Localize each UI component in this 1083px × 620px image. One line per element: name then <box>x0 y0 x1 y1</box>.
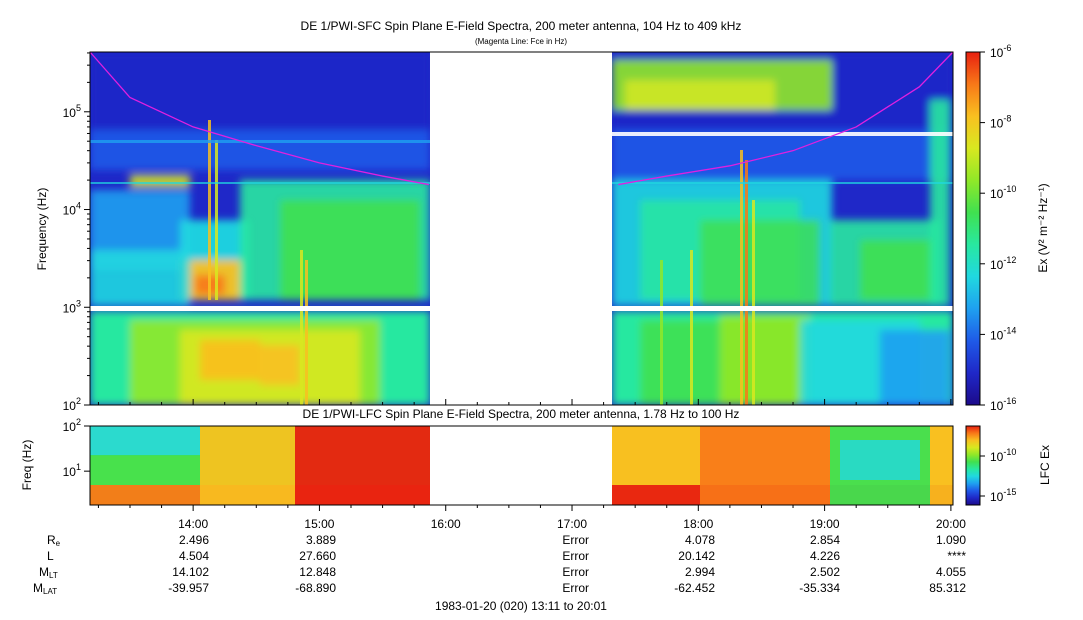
sfc-colorbar-gradient <box>966 52 980 405</box>
ephemeris-cell: Error <box>562 549 589 563</box>
lfc-colorbar-ticks: 10-10 10-15 <box>980 447 1016 504</box>
time-tick-label: 14:00 <box>178 517 209 531</box>
lfc-colorbar-frame <box>965 425 981 506</box>
sfc-band-boundary <box>90 306 953 311</box>
ephemeris-row-label: MLT <box>39 565 58 580</box>
ephemeris-cell: -35.334 <box>799 581 840 595</box>
ephemeris-cell: 2.496 <box>178 533 209 547</box>
sfc-plot-frame <box>89 51 954 406</box>
time-tick-label: 18:00 <box>683 517 714 531</box>
ephemeris-cell: 4.226 <box>809 549 840 563</box>
sfc-y-tick-label: 105 <box>63 103 81 120</box>
sfc-plot: 105 104 103 102 <box>63 51 954 413</box>
ephemeris-cell: Error <box>562 533 589 547</box>
ephemeris-cell: 12.848 <box>299 565 336 579</box>
sfc-y-ticks: 105 104 103 102 <box>63 52 90 413</box>
time-tick-label: 17:00 <box>557 517 588 531</box>
lfc-spectral-intensity <box>90 426 953 505</box>
fce-line <box>89 51 430 186</box>
ephemeris-cell: 2.994 <box>684 565 715 579</box>
lfc-y-ticks: 102 101 <box>63 417 90 479</box>
ephemeris-cell: 2.854 <box>809 533 840 547</box>
ephemeris-cell: **** <box>947 549 966 563</box>
time-tick-label: 20:00 <box>935 517 966 531</box>
sfc-y-tick-label: 102 <box>63 396 81 413</box>
sfc-data-gap <box>430 52 612 405</box>
ephemeris-cell: -68.890 <box>295 581 336 595</box>
lfc-x-ticks <box>97 505 952 511</box>
ephemeris-row-label: Re <box>47 533 61 548</box>
ephemeris-cell: 1.090 <box>935 533 966 547</box>
colorbar-tick-label: 10-12 <box>990 255 1016 272</box>
lfc-title: DE 1/PWI-LFC Spin Plane E-Field Spectra,… <box>302 407 740 421</box>
lfc-data-gap <box>430 426 612 505</box>
sfc-title: DE 1/PWI-SFC Spin Plane E-Field Spectra,… <box>300 19 742 33</box>
time-range-footer: 1983-01-20 (020) 13:11 to 20:01 <box>435 599 607 613</box>
ephemeris-cell: Error <box>562 565 589 579</box>
colorbar-tick-label: 10-10 <box>990 184 1016 201</box>
ephemeris-cell: 2.502 <box>809 565 840 579</box>
lfc-colorbar-label: LFC Ex <box>1038 445 1052 486</box>
lfc-colorbar-gradient <box>966 426 980 505</box>
fce-line <box>618 51 954 186</box>
ephemeris-cell: 4.055 <box>935 565 966 579</box>
sfc-y-axis-label: Frequency (Hz) <box>35 187 49 271</box>
ephemeris-cell: Error <box>562 581 589 595</box>
ephemeris-cell: 27.660 <box>299 549 336 563</box>
sfc-colorbar-ticks: 10-6 10-8 10-10 10-12 10-14 10-16 <box>980 43 1016 413</box>
ephemeris-cell: 85.312 <box>929 581 966 595</box>
lfc-colorbar: 10-10 10-15 <box>965 425 1016 506</box>
sfc-x-ticks <box>97 399 952 405</box>
ephemeris-cell: -39.957 <box>168 581 209 595</box>
ephemeris-row-label: L <box>47 549 54 563</box>
lfc-y-tick-label: 101 <box>63 462 81 479</box>
ephemeris-row-label: MLAT <box>33 581 58 596</box>
time-tick-label: 15:00 <box>304 517 335 531</box>
colorbar-tick-label: 10-6 <box>990 43 1011 60</box>
time-tick-label: 16:00 <box>430 517 461 531</box>
lfc-plot-frame <box>89 425 954 506</box>
sfc-y-tick-label: 104 <box>63 201 81 218</box>
sfc-colorbar-label: Ex (V² m⁻² Hz⁻¹) <box>1036 183 1050 273</box>
sfc-y-tick-label: 103 <box>63 298 81 315</box>
time-tick-label: 19:00 <box>809 517 840 531</box>
sfc-subtitle: (Magenta Line: Fce in Hz) <box>474 37 568 46</box>
lfc-y-axis-label: Freq (Hz) <box>20 439 34 491</box>
lfc-plot: 102 101 <box>63 417 954 511</box>
ephemeris-cell: 4.504 <box>178 549 209 563</box>
lfc-y-tick-label: 102 <box>63 417 81 434</box>
ephemeris-cell: 4.078 <box>684 533 715 547</box>
ephemeris-cell: 14.102 <box>172 565 209 579</box>
sfc-colorbar-frame <box>965 51 981 406</box>
sfc-spectral-intensity <box>90 52 953 405</box>
colorbar-tick-label: 10-8 <box>990 114 1011 131</box>
colorbar-tick-label: 10-16 <box>990 396 1016 413</box>
lfc-colorbar-tick-label: 10-10 <box>990 447 1016 464</box>
sfc-colorbar: 10-6 10-8 10-10 10-12 10-14 10-16 <box>965 43 1016 413</box>
colorbar-tick-label: 10-14 <box>990 325 1016 342</box>
ephemeris-cell: -62.452 <box>674 581 715 595</box>
ephemeris-cell: 20.142 <box>678 549 715 563</box>
lfc-colorbar-tick-label: 10-15 <box>990 487 1016 504</box>
ephemeris-cell: 3.889 <box>305 533 336 547</box>
